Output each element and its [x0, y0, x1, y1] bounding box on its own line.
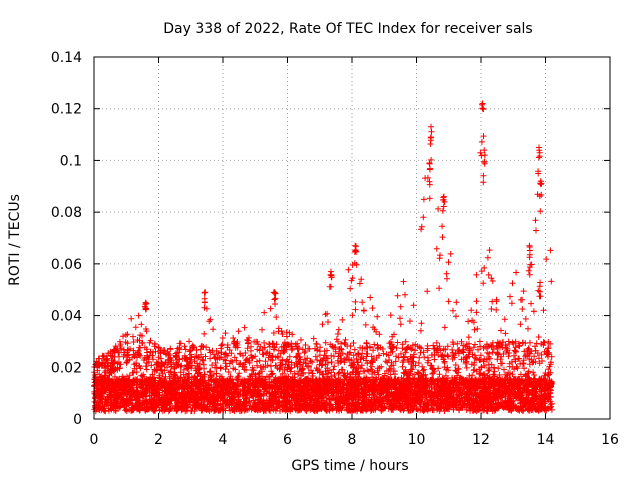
- x-tick-label: 16: [601, 432, 619, 448]
- x-tick-label: 4: [219, 432, 228, 448]
- y-tick-label: 0.12: [51, 102, 82, 118]
- x-tick-label: 8: [348, 432, 357, 448]
- y-tick-label: 0: [73, 412, 82, 428]
- y-tick-label: 0.04: [51, 309, 82, 325]
- x-tick-label: 0: [90, 432, 99, 448]
- x-axis-label: GPS time / hours: [291, 458, 408, 474]
- x-tick-label: 6: [283, 432, 292, 448]
- roti-point-markers: [91, 100, 555, 415]
- y-tick-label: 0.02: [51, 360, 82, 376]
- x-tick-label: 12: [472, 432, 490, 448]
- y-tick-label: 0.06: [51, 257, 82, 273]
- plot-frame: [93, 56, 611, 420]
- y-axis-label: ROTI / TECUs: [7, 194, 23, 286]
- y-tick-label: 0.08: [51, 205, 82, 221]
- chart-title: Day 338 of 2022, Rate Of TEC Index for r…: [163, 21, 532, 37]
- x-tick-label: 14: [537, 432, 555, 448]
- data-points: [91, 100, 555, 415]
- grid-lines: [94, 57, 610, 419]
- y-tick-label: 0.1: [60, 153, 82, 169]
- x-tick-label: 2: [154, 432, 163, 448]
- y-tick-label: 0.14: [51, 50, 82, 66]
- x-tick-label: 10: [408, 432, 426, 448]
- tick-labels: 0 2 4 6 8 10 12 14 16 0 0.02 0.04 0.06 0.08 0.1 0.12 0.1…: [51, 50, 619, 448]
